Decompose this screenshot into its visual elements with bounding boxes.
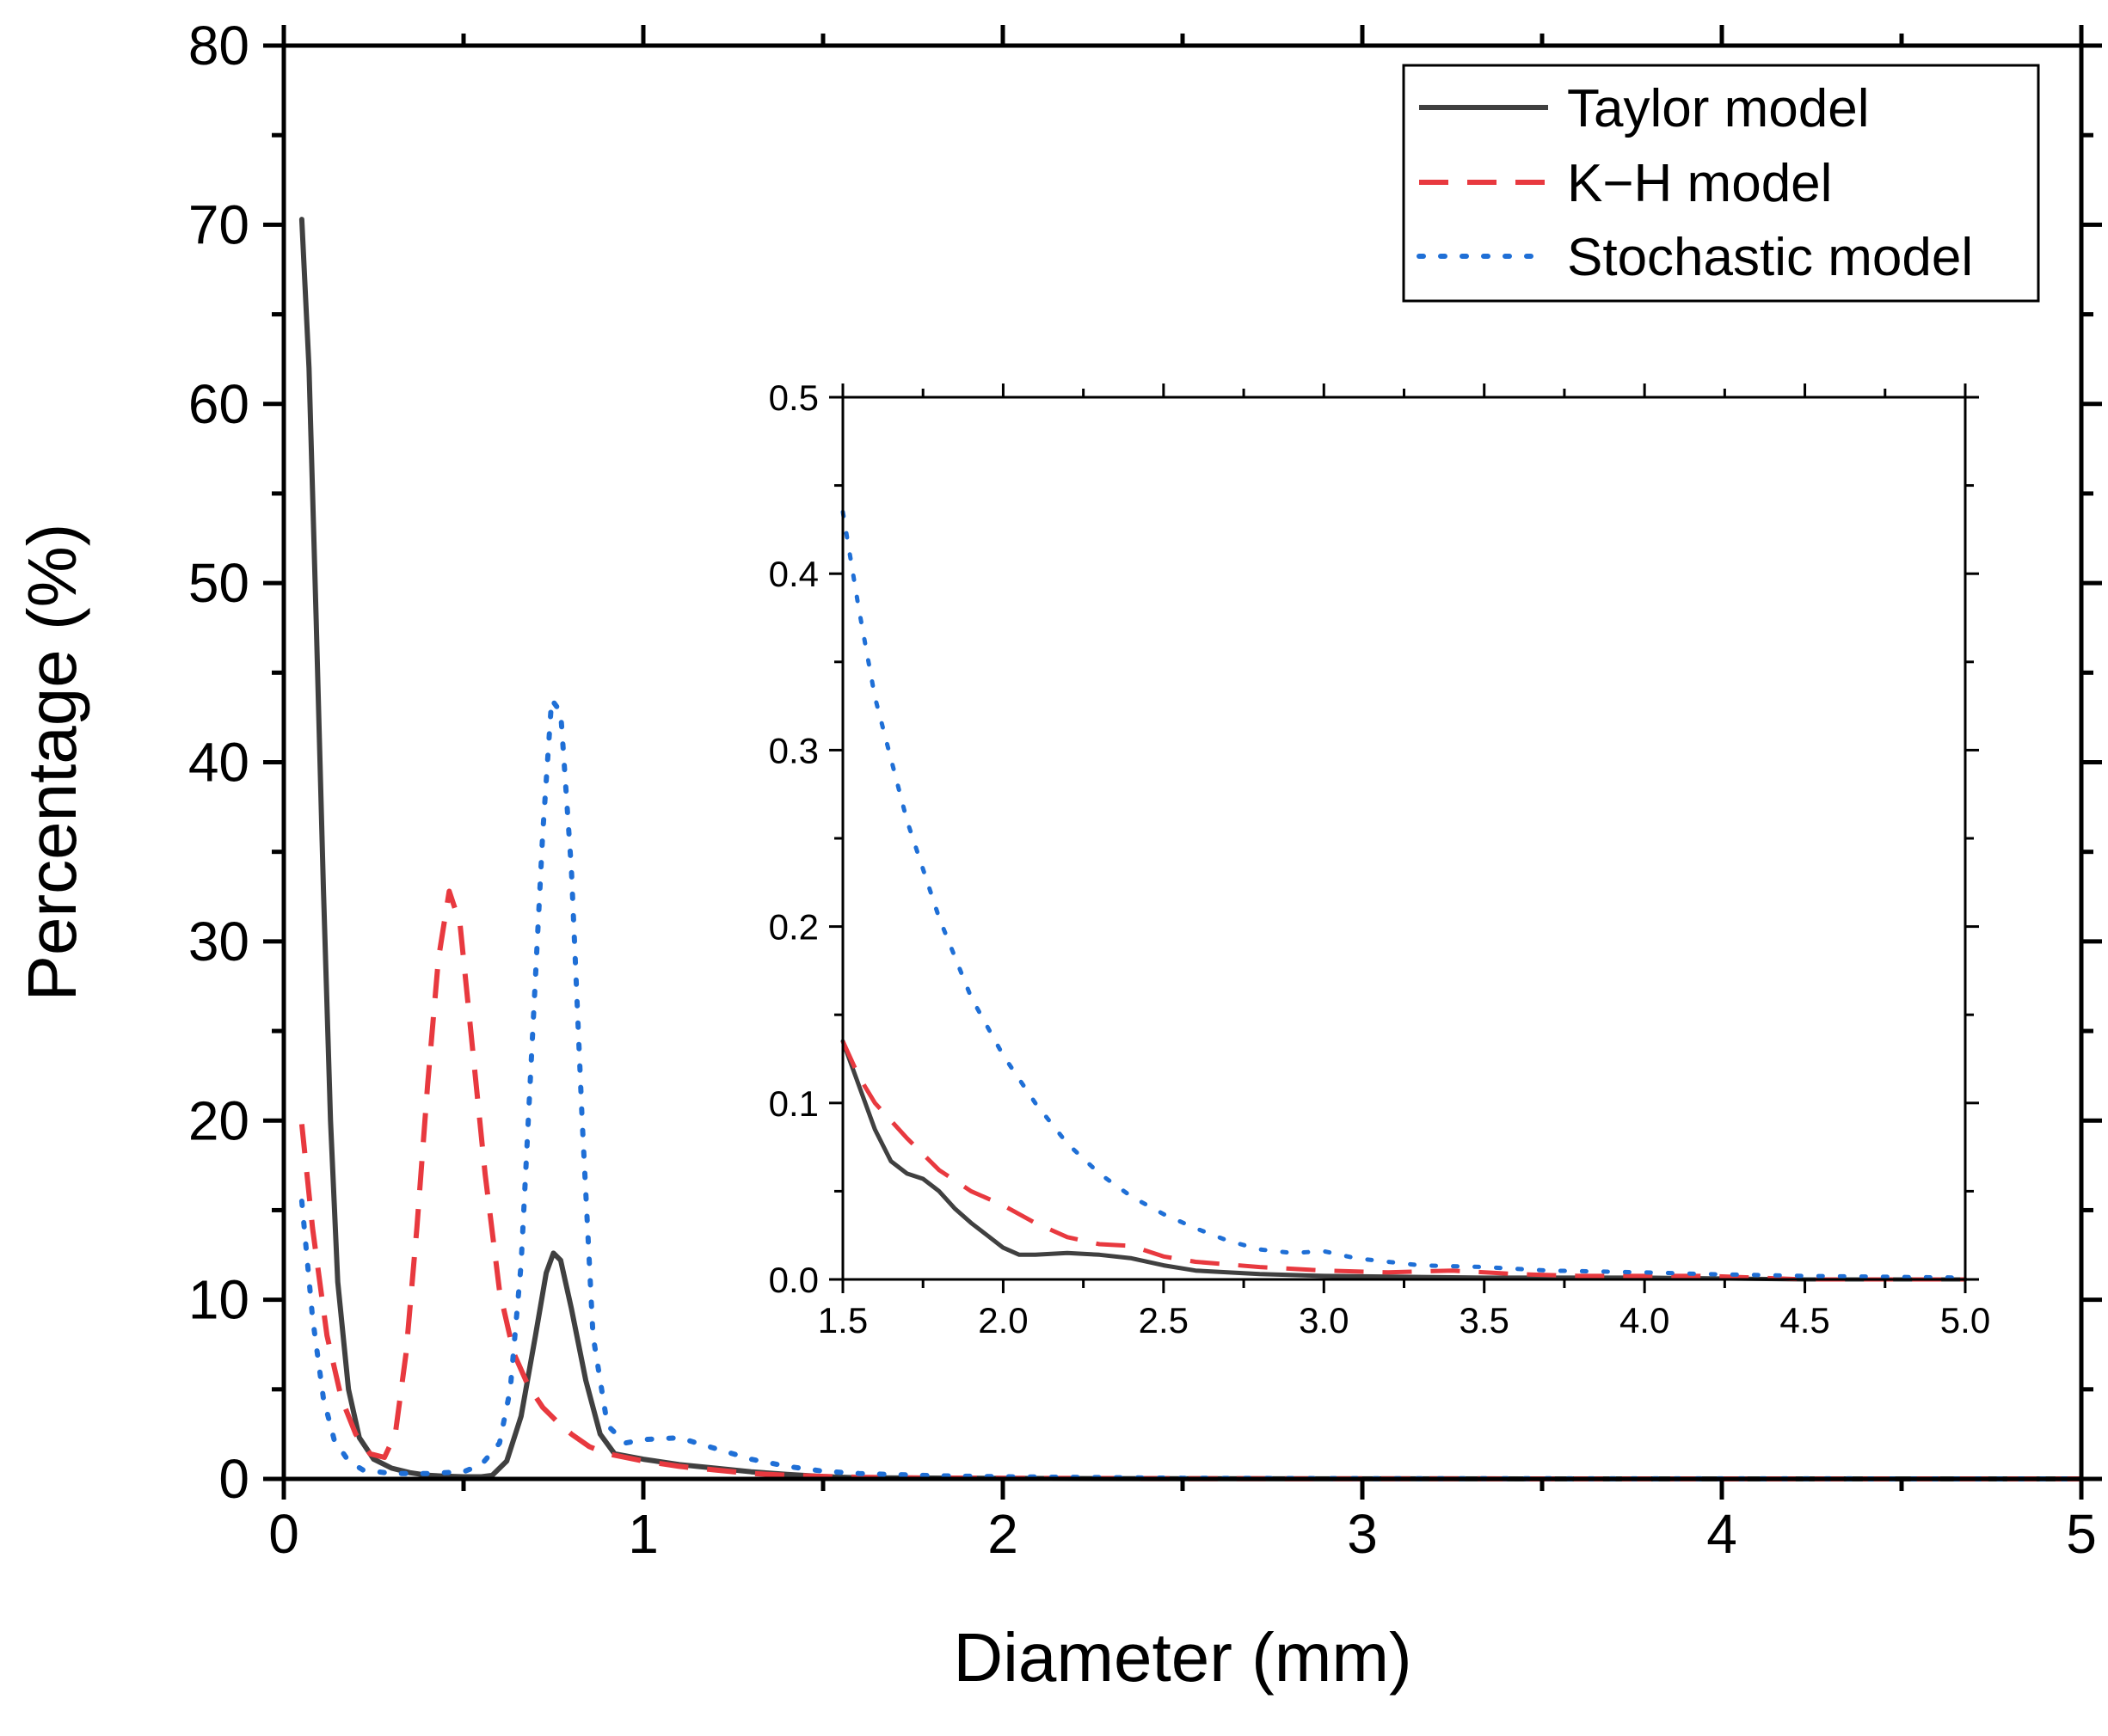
inset-x-tick-label: 4.0 [1619,1300,1669,1340]
x-axis-title: Diameter (mm) [953,1619,1411,1696]
main-y-tick-label: 0 [218,1448,249,1510]
legend-box [1402,64,2040,303]
main-y-tick-label: 20 [188,1089,249,1151]
inset-series-0 [840,1039,1968,1282]
main-x-tick-label: 2 [987,1503,1018,1565]
inset-background [843,397,1965,1279]
main-x-tick-label: 0 [268,1503,299,1565]
main-y-tick-label: 30 [188,911,249,972]
inset-plot-series [840,509,1968,1282]
inset-x-tick-label: 2.0 [978,1300,1028,1340]
inset-y-tick-label: 0.5 [769,377,819,418]
inset-series-2 [840,509,1968,1280]
inset-x-tick-label: 4.5 [1779,1300,1829,1340]
inset-plot: 1.5 2.0 2.5 3.0 3.5 4.0 4.5 5.0 0.0 0.1 0.2 0.3 0.4… [769,377,1991,1340]
inset-x-tick-label: 1.5 [818,1300,868,1340]
inset-x-tick-label: 5.0 [1940,1300,1990,1340]
inset-x-tick-labels: 1.5 2.0 2.5 3.0 3.5 4.0 4.5 5.0 [818,1300,1990,1340]
main-series-2 [298,696,2084,1481]
inset-y-tick-label: 0.0 [769,1260,819,1300]
inset-axis-ticks [829,383,1979,1293]
main-x-tick-label: 5 [2066,1503,2097,1565]
inset-y-tick-label: 0.3 [769,730,819,770]
inset-x-tick-label: 3.5 [1460,1300,1509,1340]
inset-x-tick-label: 3.0 [1299,1300,1349,1340]
legend: Taylor model K−H model Stochastic model [1402,64,2040,303]
main-y-tick-label: 70 [188,193,249,255]
main-x-tick-labels: 0 1 2 3 4 5 [268,1503,2097,1565]
main-x-tick-label: 3 [1347,1503,1378,1565]
main-y-tick-label: 10 [188,1269,249,1331]
main-y-tick-label: 60 [188,373,249,435]
main-y-tick-labels: 0 10 20 30 40 50 60 70 80 [188,15,249,1510]
legend-label-taylor: Taylor model [1567,79,1869,138]
main-x-tick-label: 4 [1706,1503,1737,1565]
main-y-tick-label: 50 [188,552,249,614]
inset-y-tick-label: 0.4 [769,554,819,594]
inset-y-tick-labels: 0.0 0.1 0.2 0.3 0.4 0.5 [769,377,819,1300]
main-x-tick-label: 1 [628,1503,659,1565]
main-axis-ticks [263,25,2102,1500]
legend-label-stochastic: Stochastic model [1567,228,1973,287]
main-y-tick-label: 80 [188,15,249,77]
inset-y-tick-label: 0.1 [769,1083,819,1124]
inset-x-tick-label: 2.5 [1139,1300,1189,1340]
y-axis-title: Percentage (%) [14,524,90,1002]
inset-y-tick-label: 0.2 [769,907,819,948]
legend-label-kh: K−H model [1567,154,1832,213]
main-y-tick-label: 40 [188,732,249,794]
inset-series-1 [840,1040,1965,1282]
